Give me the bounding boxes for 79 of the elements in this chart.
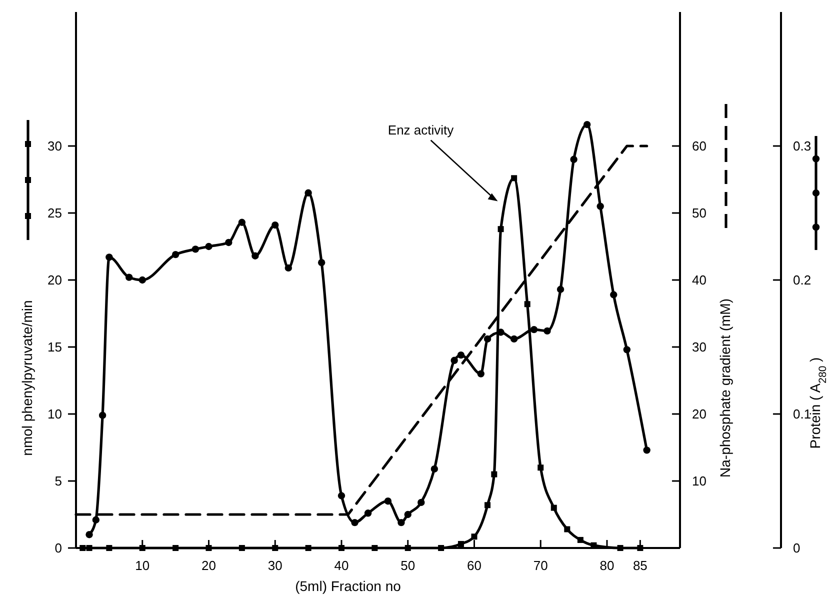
point (225, 238, 232, 246)
point (498, 226, 504, 232)
x-tick-label: 80 (600, 558, 614, 573)
point (550, 504, 557, 511)
y2-tick-label: 10 (692, 474, 706, 489)
x-tick-label: 50 (400, 558, 416, 573)
point (511, 175, 518, 182)
point (610, 291, 618, 298)
point (252, 252, 259, 260)
y-tick-label: 5 (54, 474, 62, 489)
point (272, 221, 279, 229)
y3-tick-label: 0 (793, 540, 800, 556)
y2-tick-label: 30 (692, 340, 706, 355)
point (524, 301, 530, 308)
point (570, 156, 578, 163)
point (484, 335, 492, 343)
point (384, 498, 392, 505)
point (458, 540, 464, 547)
point (364, 510, 372, 517)
y-tick-label: 25 (48, 206, 62, 221)
point (338, 492, 346, 500)
y2-tick-label: 40 (692, 272, 706, 288)
y-tick-label: 20 (48, 272, 62, 288)
y-tick-label: 10 (48, 406, 62, 422)
point (544, 327, 551, 335)
y3-tick-label: 0.3 (793, 138, 812, 154)
point (404, 510, 412, 518)
point (238, 218, 246, 226)
point (172, 250, 180, 258)
annotation: Enz activity (388, 122, 454, 138)
x-tick-label: 60 (467, 558, 482, 573)
point (643, 446, 650, 454)
x-axis-title: (5ml) Fraction no (295, 578, 402, 594)
point (205, 242, 212, 250)
point (457, 351, 465, 359)
point (564, 526, 570, 532)
point (138, 276, 146, 284)
point (491, 471, 498, 478)
x-tick-label: 20 (202, 558, 216, 573)
point (623, 346, 630, 354)
point (86, 531, 93, 538)
point (477, 370, 484, 378)
point (484, 502, 491, 508)
point (538, 464, 544, 471)
point (418, 498, 425, 506)
point (471, 534, 478, 540)
point (530, 326, 538, 334)
x-tick-label: 40 (334, 558, 349, 573)
point (577, 536, 584, 543)
point (284, 264, 292, 272)
y2-tick-label: 50 (692, 206, 706, 221)
x-tick-label: 30 (268, 558, 282, 573)
point (192, 246, 200, 253)
point (398, 518, 405, 526)
y-tick-label: 0 (54, 540, 62, 556)
point (126, 274, 133, 281)
point (351, 518, 358, 526)
point (106, 254, 113, 261)
y2-tick-label: 20 (692, 406, 706, 422)
y3-tick-label: 0.1 (793, 406, 812, 422)
y3-tick-label: 0.2 (793, 272, 812, 288)
point (556, 286, 564, 293)
point (596, 202, 604, 210)
y-axis-title: nmol phenylpyruvate/min (19, 300, 35, 456)
x-tick-label: 85 (632, 558, 648, 573)
point (510, 335, 518, 343)
y2-tick-label: 60 (692, 138, 706, 154)
y-tick-label: 15 (48, 340, 62, 355)
y2-axis-title: Na-phosphate gradient (mM) (717, 298, 733, 478)
point (304, 189, 312, 196)
x-tick-label: 10 (135, 558, 150, 573)
point (98, 412, 106, 419)
x-tick-label: 70 (533, 558, 548, 573)
point (450, 356, 458, 364)
point (318, 258, 326, 266)
point (430, 465, 438, 473)
point (92, 516, 100, 524)
y-tick-label: 30 (48, 138, 62, 154)
point (583, 120, 591, 128)
